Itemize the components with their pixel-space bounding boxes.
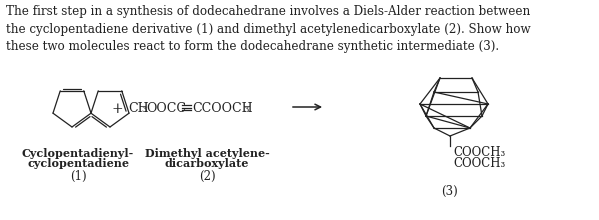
Text: (2): (2) xyxy=(199,170,215,183)
Text: COOCH₃: COOCH₃ xyxy=(453,146,505,159)
Text: 3: 3 xyxy=(141,106,146,114)
Text: dicarboxylate: dicarboxylate xyxy=(165,158,249,169)
Text: (1): (1) xyxy=(69,170,86,183)
Text: Cyclopentadienyl-: Cyclopentadienyl- xyxy=(22,148,134,159)
Text: +: + xyxy=(111,102,123,116)
Text: The first step in a synthesis of dodecahedrane involves a Diels-Alder reaction b: The first step in a synthesis of dodecah… xyxy=(6,5,531,53)
Text: COOCH₃: COOCH₃ xyxy=(453,157,505,170)
Text: 3: 3 xyxy=(243,106,249,114)
Text: OOCC: OOCC xyxy=(146,101,186,114)
Text: cyclopentadiene: cyclopentadiene xyxy=(27,158,129,169)
Text: CCOOCH: CCOOCH xyxy=(192,101,253,114)
Text: Dimethyl acetylene-: Dimethyl acetylene- xyxy=(144,148,270,159)
Text: (3): (3) xyxy=(441,185,458,198)
Text: CH: CH xyxy=(128,101,149,114)
